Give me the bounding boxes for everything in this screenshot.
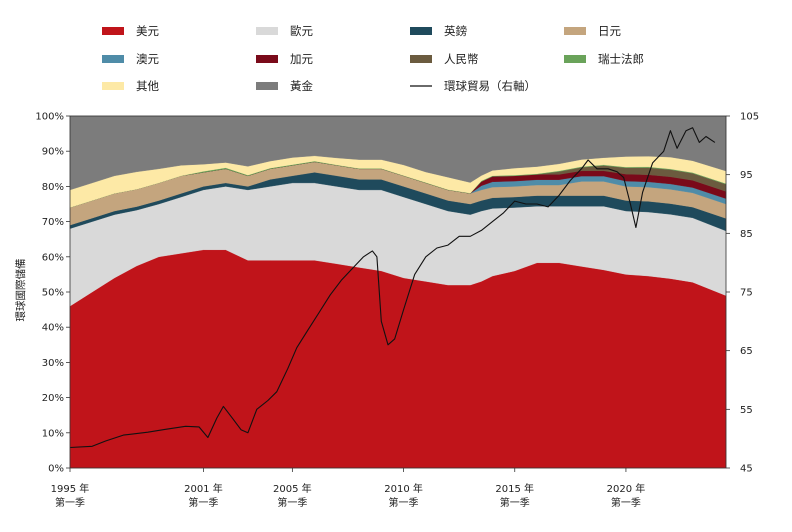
legend-swatch (564, 27, 586, 35)
legend-label: 黃金 (290, 79, 313, 93)
x-tick-label-quarter: 第一季 (188, 496, 218, 509)
legend-swatch (102, 82, 124, 90)
right-tick-label: 55 (740, 405, 753, 416)
left-axis-title: 環球國際儲備 (14, 259, 27, 322)
x-tick-label-quarter: 第一季 (500, 496, 530, 509)
legend-swatch (410, 55, 432, 63)
x-tick-label-quarter: 第一季 (389, 496, 419, 509)
legend-swatch (256, 82, 278, 90)
right-tick-label: 85 (740, 229, 753, 240)
left-axis: 0% 10% 20% 30% 40% 50% 60% 70% 80% 90% 100% (35, 112, 70, 475)
legend-label: 環球貿易（右軸） (444, 79, 536, 93)
x-tick-label-year: 2015 年 (495, 482, 534, 495)
legend-label: 其他 (136, 79, 159, 93)
legend-swatch (410, 27, 432, 35)
legend-swatch (256, 27, 278, 35)
left-tick-label: 30% (42, 358, 64, 369)
right-tick-label: 75 (740, 288, 753, 299)
legend-swatch (256, 55, 278, 63)
left-tick-label: 70% (42, 217, 64, 228)
x-tick-label-year: 2020 年 (607, 482, 646, 495)
legend-label: 澳元 (136, 52, 159, 66)
x-tick-label-year: 2005 年 (273, 482, 312, 495)
left-tick-label: 40% (42, 323, 64, 334)
legend-label: 人民幣 (444, 52, 479, 66)
x-tick-label-year: 2010 年 (384, 482, 423, 495)
legend-swatch (102, 55, 124, 63)
left-tick-label: 0% (48, 464, 64, 475)
legend-label: 英鎊 (444, 24, 467, 38)
legend-label: 加元 (290, 52, 313, 66)
legend-label: 美元 (136, 24, 159, 38)
x-tick-label-year: 1995 年 (51, 482, 90, 495)
right-tick-label: 105 (740, 112, 759, 123)
x-tick-label-quarter: 第一季 (55, 496, 85, 509)
plot-area (69, 115, 727, 469)
legend-label: 日元 (598, 24, 621, 38)
legend-swatch (564, 55, 586, 63)
legend-swatch (102, 27, 124, 35)
x-tick-label-year: 2001 年 (184, 482, 223, 495)
x-tick-label-quarter: 第一季 (277, 496, 307, 509)
legend-label: 歐元 (290, 24, 313, 38)
area-series-0 (69, 249, 727, 469)
left-tick-label: 100% (35, 112, 64, 123)
right-axis: 45 55 65 75 85 95 105 (726, 112, 759, 475)
left-tick-label: 60% (42, 252, 64, 263)
trade-line (69, 127, 716, 449)
right-tick-label: 65 (740, 346, 753, 357)
left-tick-label: 80% (42, 182, 64, 193)
legend-label: 瑞士法郎 (598, 52, 644, 66)
left-tick-label: 20% (42, 393, 64, 404)
left-tick-label: 10% (42, 428, 64, 439)
left-tick-label: 90% (42, 147, 64, 158)
right-tick-label: 95 (740, 170, 753, 181)
left-tick-label: 50% (42, 288, 64, 299)
x-tick-label-quarter: 第一季 (611, 496, 641, 509)
right-tick-label: 45 (740, 464, 753, 475)
